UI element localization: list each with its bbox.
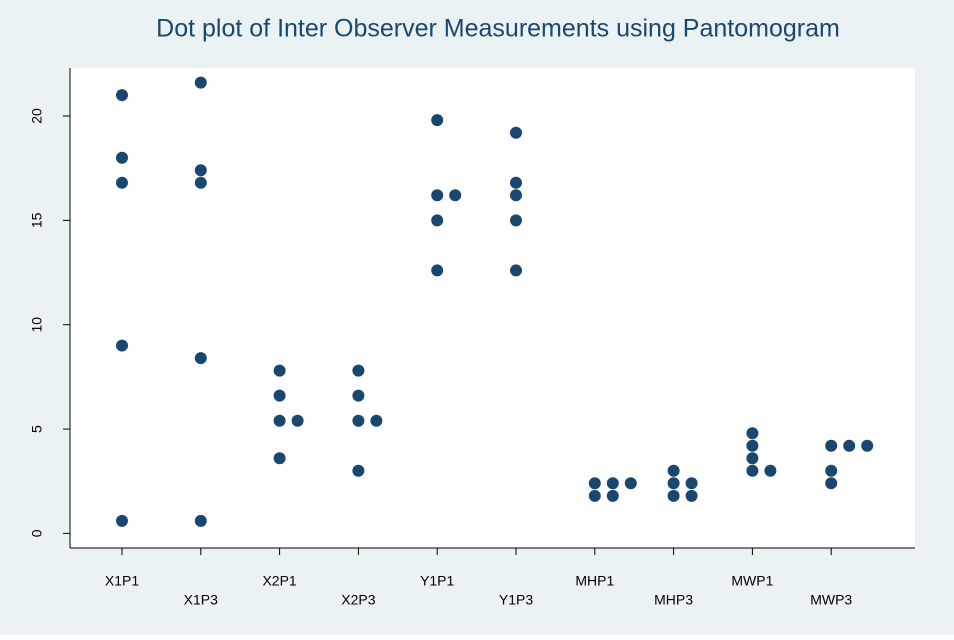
dot (194, 352, 207, 365)
y-tick-label: 0 (29, 529, 45, 537)
dot (273, 452, 286, 465)
dot (825, 439, 838, 452)
dot (510, 214, 522, 227)
dot (746, 427, 759, 440)
dot (510, 126, 522, 139)
dot (825, 477, 838, 490)
x-tick-label: Y1P1 (420, 573, 454, 589)
dot (510, 176, 522, 189)
dot (746, 464, 759, 477)
dot (116, 176, 128, 189)
dot (861, 439, 874, 452)
dot (685, 489, 698, 502)
dot (843, 439, 856, 452)
x-tick-label: MHP1 (575, 573, 614, 589)
dot (431, 214, 444, 227)
dot (194, 76, 207, 89)
x-tick-label: X1P3 (184, 592, 218, 608)
dot (606, 477, 619, 490)
dot (116, 89, 128, 102)
dot (431, 264, 444, 277)
dot (273, 389, 286, 402)
dot (588, 477, 601, 490)
dot (667, 477, 680, 490)
dot (352, 364, 365, 377)
dot (764, 464, 777, 477)
dot (273, 414, 286, 427)
chart-title: Dot plot of Inter Observer Measurements … (156, 15, 840, 43)
x-tick-label: MWP1 (731, 573, 773, 589)
x-tick-label: MWP3 (810, 592, 852, 608)
plot-area (70, 68, 915, 548)
dot (352, 389, 365, 402)
dot (116, 514, 128, 527)
x-tick-label: X1P1 (105, 573, 139, 589)
y-tick-label: 5 (29, 425, 45, 433)
dot (746, 439, 759, 452)
dot (685, 477, 698, 490)
dot (352, 464, 365, 477)
dot (667, 464, 680, 477)
dot (431, 114, 444, 127)
dot (291, 414, 304, 427)
x-tick-label: MHP3 (654, 592, 693, 608)
dot (116, 151, 128, 164)
x-tick-label: X2P3 (341, 592, 375, 608)
dot (510, 189, 522, 202)
dot (746, 452, 759, 465)
dot (194, 164, 207, 177)
dot (370, 414, 383, 427)
dot (588, 489, 601, 502)
dot (825, 464, 838, 477)
dot (449, 189, 462, 202)
dot (273, 364, 286, 377)
y-tick-label: 10 (29, 317, 45, 333)
dot (194, 514, 207, 527)
dot (624, 477, 637, 490)
dot (116, 339, 128, 352)
x-tick-label: Y1P3 (499, 592, 533, 608)
dot (352, 414, 365, 427)
x-tick-label: X2P1 (262, 573, 296, 589)
dot (667, 489, 680, 502)
dot (194, 176, 207, 189)
y-tick-label: 20 (29, 108, 45, 124)
dot (431, 189, 444, 202)
y-tick-label: 15 (29, 212, 45, 228)
dot (510, 264, 522, 277)
dot (606, 489, 619, 502)
